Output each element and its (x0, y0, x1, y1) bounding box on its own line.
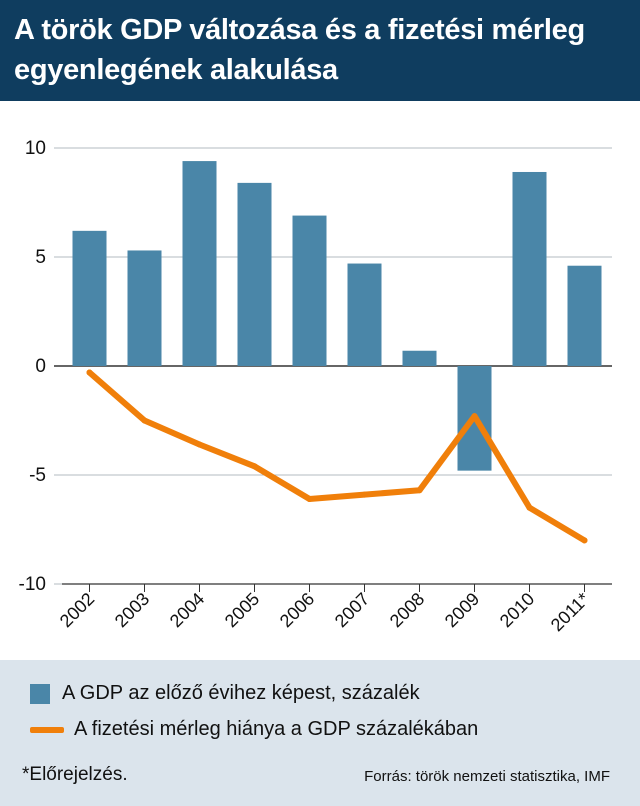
line-point (361, 491, 368, 498)
legend-item-balance: A fizetési mérleg hiánya a GDP százaléká… (30, 718, 478, 741)
legend-bar-swatch (30, 683, 50, 704)
x-tick-label: 2004 (166, 589, 208, 631)
line-point (526, 504, 533, 511)
bar (512, 171, 547, 366)
x-tick-label: 2003 (111, 589, 153, 631)
line-point (251, 463, 258, 470)
line-point (141, 417, 148, 424)
source-note: Forrás: török nemzeti statisztika, IMF (364, 768, 610, 785)
plot-area: 10 5 0 -5 -10 2002 2003 2004 2005 2006 2007 2008 20… (0, 101, 640, 660)
bar (567, 265, 602, 366)
line-point (581, 537, 588, 544)
bar (347, 263, 382, 366)
x-tick-label: 2007 (331, 589, 373, 631)
legend: A GDP az előző évihez képest, százalék A… (0, 660, 640, 806)
line-point (306, 495, 313, 502)
footnote: *Előrejelzés. (22, 764, 128, 785)
bar (237, 182, 272, 366)
bar (402, 350, 437, 366)
header: A török GDP változása és a fizetési mérl… (0, 0, 640, 101)
y-tick-label: 0 (35, 356, 46, 377)
x-axis: 2002 2003 2004 2005 2006 2007 2008 2009 2010 2011… (56, 583, 612, 635)
x-tick-label: 2009 (441, 589, 483, 631)
legend-line-swatch (30, 726, 64, 733)
line-series-path (86, 369, 588, 544)
y-tick-label: 5 (35, 247, 46, 268)
x-tick-label: 2011* (547, 589, 593, 635)
bar (127, 250, 162, 366)
line-point (196, 441, 203, 448)
line-point (86, 369, 93, 376)
bar (182, 161, 217, 366)
y-tick-label: 10 (25, 138, 46, 159)
x-tick-label: 2010 (496, 589, 538, 631)
x-tick-label: 2006 (276, 589, 318, 631)
line-series (86, 369, 588, 544)
chart-title: A török GDP változása és a fizetési mérl… (14, 14, 585, 86)
legend-label-balance: A fizetési mérleg hiánya a GDP százaléká… (74, 718, 479, 740)
line-point (471, 413, 478, 420)
y-tick-label: -10 (19, 574, 46, 595)
x-tick-label: 2005 (221, 589, 263, 631)
line-point (416, 487, 423, 494)
legend-label-gdp: A GDP az előző évihez képest, százalék (62, 682, 420, 704)
x-tick-label: 2002 (56, 589, 98, 631)
x-tick-label: 2008 (386, 589, 428, 631)
y-tick-label: -5 (29, 465, 46, 486)
bar-series (72, 161, 602, 471)
bar (292, 215, 327, 366)
legend-item-gdp: A GDP az előző évihez képest, százalék (30, 682, 420, 705)
bar (72, 230, 107, 366)
y-axis: 10 5 0 -5 -10 (19, 138, 46, 595)
